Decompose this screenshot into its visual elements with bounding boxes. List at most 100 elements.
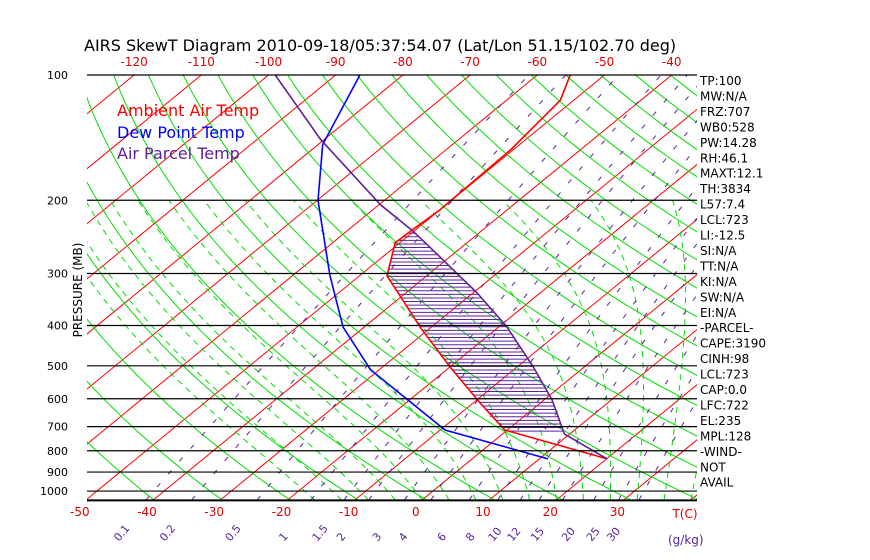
isotherm-line	[287, 163, 697, 501]
dry-adiabat-line	[740, 75, 870, 500]
moist-adiabat-line	[87, 241, 342, 501]
chart-title: AIRS SkewT Diagram 2010-09-18/05:37:54.0…	[84, 36, 676, 55]
legend: Ambient Air Temp Dew Point Temp Air Parc…	[117, 101, 259, 163]
bottom-temperature-tick-label: 30	[610, 505, 625, 519]
stat-item: EI:N/A	[700, 306, 737, 320]
mixing-ratio-line	[343, 75, 688, 501]
parcel-temp-line	[274, 75, 608, 460]
moist-adiabat-line	[168, 200, 450, 501]
stat-item: TP:100	[699, 74, 742, 88]
stat-item: AVAIL	[700, 476, 734, 490]
stat-item: MW:N/A	[700, 89, 748, 103]
stat-item: SW:N/A	[700, 290, 745, 304]
mixing-ratio-line	[310, 75, 662, 501]
stat-item: NOT	[700, 460, 726, 474]
bottom-temperature-tick-label: -50	[70, 505, 90, 519]
isotherm-line	[220, 108, 697, 501]
stat-item: LI:-12.5	[700, 229, 745, 243]
stat-item: MPL:128	[700, 429, 751, 443]
legend-dew-point: Dew Point Temp	[117, 123, 245, 142]
pressure-tick-label: 700	[47, 421, 68, 434]
mixing-ratio-line	[538, 264, 697, 501]
pressure-tick-label: 900	[47, 466, 68, 479]
mixing-ratio-tick-label: 0.5	[223, 522, 244, 544]
moist-adiabat-line	[663, 200, 686, 500]
moist-adiabat-line	[109, 200, 396, 501]
isotherm-line	[87, 75, 404, 335]
legend-ambient-temp: Ambient Air Temp	[117, 101, 259, 120]
mixing-ratio-unit-label: (g/kg)	[668, 533, 704, 547]
mixing-ratio-line	[256, 75, 619, 501]
mixing-ratio-line	[430, 145, 697, 501]
dry-adiabat-line	[147, 75, 632, 501]
stat-item: LCL:723	[700, 368, 749, 382]
moist-adiabat-line	[244, 199, 504, 501]
dry-adiabat-line	[87, 440, 155, 501]
mixing-ratio-tick-label: 1.5	[310, 522, 331, 544]
stat-item: -PARCEL-	[700, 321, 754, 335]
pressure-tick-label: 100	[47, 69, 68, 82]
stat-item: KI:N/A	[700, 275, 737, 289]
dry-adiabat-line	[391, 75, 697, 318]
dry-adiabat-line	[321, 75, 697, 376]
dew-point-line	[317, 75, 549, 460]
top-temperature-tick-label: -90	[326, 55, 346, 69]
mixing-ratio-line	[519, 242, 697, 501]
isotherm-line	[87, 75, 605, 500]
stat-item: EL:235	[700, 414, 741, 428]
top-temperature-tick-label: -120	[121, 55, 148, 69]
top-temperature-tick-label: -80	[393, 55, 413, 69]
bottom-temperature-tick-label: 0	[412, 505, 420, 519]
y-axis-label: PRESSURE (MB)	[71, 243, 85, 338]
mixing-ratio-line	[562, 293, 697, 501]
moist-adiabat-line	[420, 199, 584, 500]
top-temperature-tick-label: -100	[255, 55, 282, 69]
pressure-tick-label: 200	[47, 194, 68, 207]
mixing-ratio-line	[468, 186, 697, 501]
pressure-tick-label: 400	[47, 320, 68, 333]
mixing-ratio-tick-label: 10	[486, 525, 505, 544]
ambient-temp-line	[386, 75, 608, 460]
moist-adiabat-line	[87, 275, 315, 501]
mixing-ratio-tick-label: 20	[559, 525, 578, 544]
stat-item: CAPE:3190	[700, 337, 766, 351]
stat-item: L57:7.4	[700, 198, 745, 212]
stat-item: RH:46.1	[700, 151, 748, 165]
mixing-ratio-tick-label: 4	[396, 530, 410, 544]
dry-adiabat-line	[287, 75, 697, 406]
isotherm-line	[87, 75, 337, 280]
legend-parcel-temp: Air Parcel Temp	[117, 144, 240, 163]
mixing-ratio-tick-label: 1	[276, 530, 290, 544]
bottom-temperature-tick-label: 20	[543, 505, 558, 519]
cape-shading	[387, 232, 564, 432]
top-temperature-tick-label: -60	[528, 55, 548, 69]
bottom-temperature-tick-label: -40	[137, 505, 157, 519]
dry-adiabat-line	[252, 75, 697, 437]
dry-adiabat-line	[426, 75, 697, 289]
dry-adiabat-line	[495, 75, 697, 233]
isotherm-line	[87, 75, 269, 225]
pressure-tick-label: 1000	[40, 485, 68, 498]
stat-item: -WIND-	[700, 445, 742, 459]
dry-adiabat-line	[356, 75, 697, 347]
isotherm-line	[87, 75, 538, 445]
moist-adiabat-line	[690, 466, 697, 501]
stat-item: LCL:723	[700, 213, 749, 227]
stat-item: LFC:722	[700, 398, 749, 412]
pressure-tick-label: 600	[47, 393, 68, 406]
top-temperature-tick-label: -50	[595, 55, 615, 69]
moist-adiabat-line	[590, 200, 644, 500]
stat-item: PW:14.28	[700, 136, 757, 150]
bottom-temperature-tick-label: -20	[272, 505, 292, 519]
x-axis-label: T(C)	[671, 507, 697, 521]
pressure-tick-label: 500	[47, 360, 68, 373]
dry-adiabat-line	[87, 252, 359, 501]
stat-item: CINH:98	[700, 352, 749, 366]
mixing-ratio-line	[618, 369, 697, 501]
stat-item: TH:3834	[699, 182, 751, 196]
dry-adiabat-line	[87, 380, 223, 501]
dry-adiabat-line	[87, 318, 291, 501]
mixing-ratio-tick-label: 25	[584, 525, 603, 544]
isotherm-line	[0, 75, 67, 500]
